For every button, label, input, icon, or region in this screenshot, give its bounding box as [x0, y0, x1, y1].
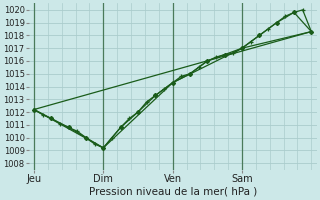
X-axis label: Pression niveau de la mer( hPa ): Pression niveau de la mer( hPa ): [89, 187, 257, 197]
